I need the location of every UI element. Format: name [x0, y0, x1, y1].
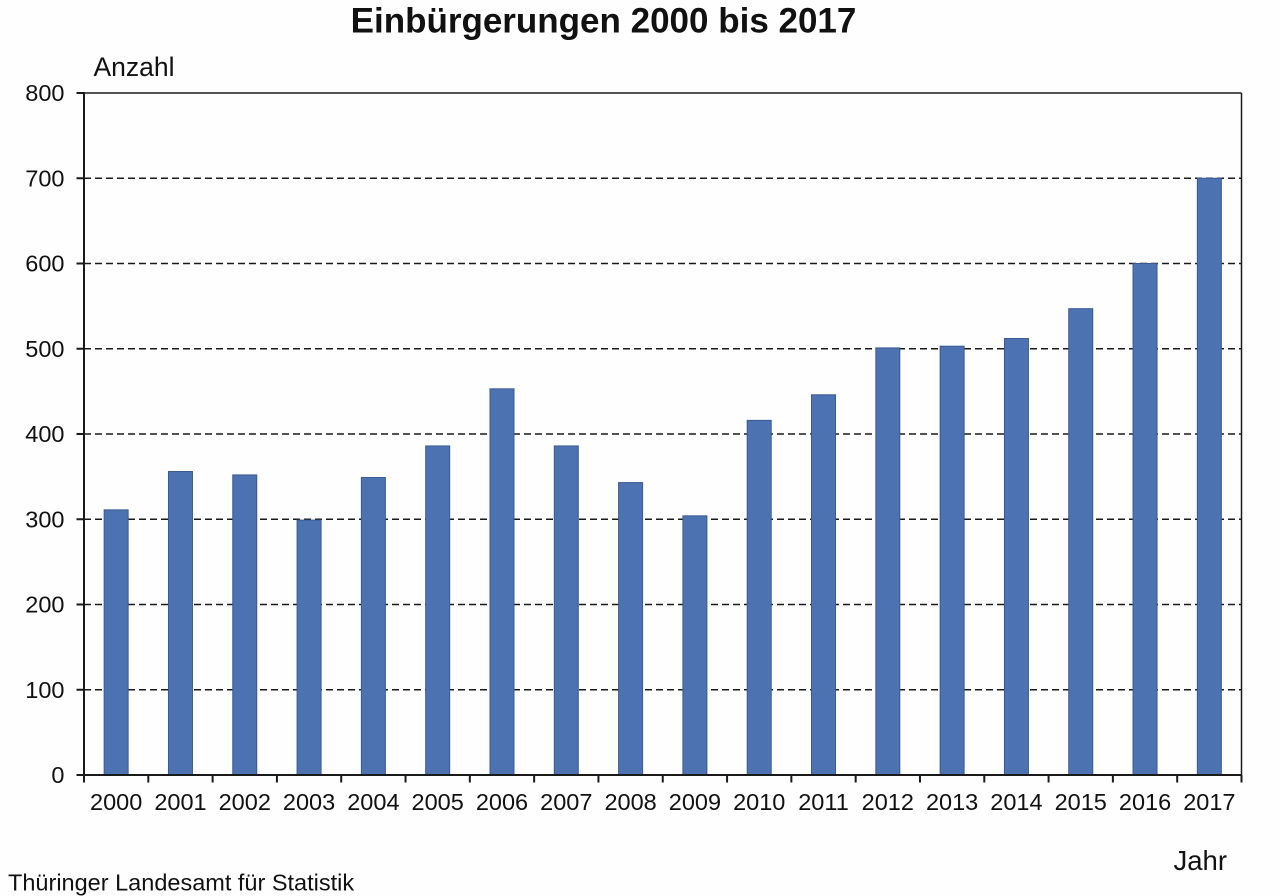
svg-text:800: 800: [25, 80, 64, 106]
svg-text:400: 400: [25, 421, 64, 447]
svg-text:2003: 2003: [283, 789, 335, 815]
svg-text:2017: 2017: [1183, 789, 1235, 815]
svg-text:500: 500: [25, 336, 64, 362]
svg-text:Anzahl: Anzahl: [94, 52, 175, 82]
svg-text:2008: 2008: [604, 789, 656, 815]
svg-text:600: 600: [25, 251, 64, 277]
svg-text:2014: 2014: [990, 789, 1042, 815]
svg-text:300: 300: [25, 506, 64, 532]
svg-text:2009: 2009: [669, 789, 721, 815]
svg-text:2000: 2000: [90, 789, 142, 815]
svg-text:2004: 2004: [347, 789, 399, 815]
svg-text:2015: 2015: [1055, 789, 1107, 815]
svg-text:2001: 2001: [154, 789, 206, 815]
svg-text:2011: 2011: [798, 789, 849, 815]
svg-text:2005: 2005: [412, 789, 464, 815]
svg-text:Jahr: Jahr: [1174, 845, 1228, 876]
svg-text:2013: 2013: [926, 789, 978, 815]
svg-text:700: 700: [25, 165, 64, 191]
svg-text:2010: 2010: [733, 789, 785, 815]
svg-text:0: 0: [51, 762, 64, 788]
svg-text:Einbürgerungen 2000 bis 2017: Einbürgerungen 2000 bis 2017: [351, 2, 857, 41]
svg-text:2016: 2016: [1119, 789, 1171, 815]
svg-text:2006: 2006: [476, 789, 528, 815]
svg-text:Thüringer Landesamt für Statis: Thüringer Landesamt für Statistik: [8, 870, 354, 896]
svg-text:2012: 2012: [862, 789, 914, 815]
svg-text:2002: 2002: [219, 789, 271, 815]
svg-text:100: 100: [25, 677, 64, 703]
svg-text:200: 200: [25, 592, 64, 618]
svg-text:2007: 2007: [540, 789, 592, 815]
